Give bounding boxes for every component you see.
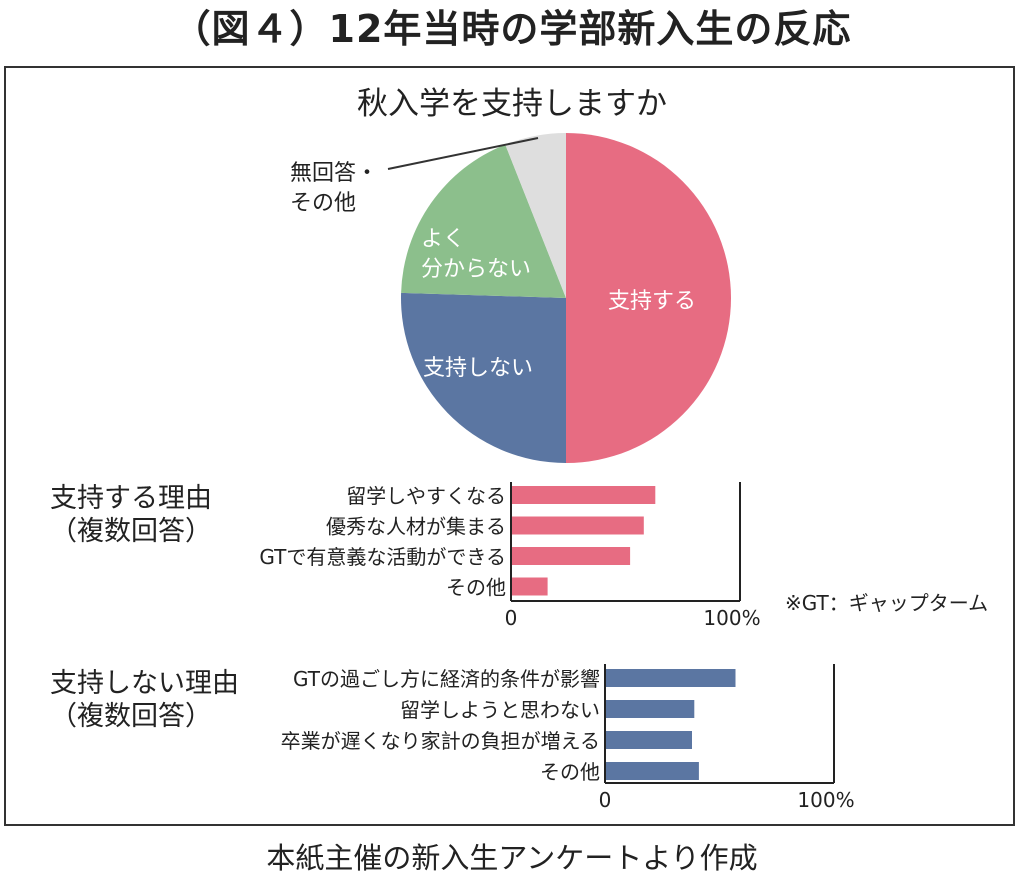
x-tick-label: 0 [505,606,518,630]
pie-title: 秋入学を支持しますか [357,86,667,122]
pie-slice [505,133,566,298]
bar-category-label: 留学しやすくなる [346,484,506,508]
bar-category-label: GTで有意義な活動ができる [259,545,506,569]
bar [605,731,692,749]
bar-panel-title: 支持しない理由（複数回答） [50,668,239,732]
pie-slice-label: 無回答・その他 [290,161,378,216]
pie-slice-label: よく分からない [421,227,531,282]
bar-category-label: 留学しようと思わない [400,698,600,722]
bar-category-label: その他 [540,760,600,784]
bar [605,669,736,687]
bar-category-label: 優秀な人材が集まる [326,515,506,539]
figure-title: （図４）12年当時の学部新入生の反応 [172,7,852,51]
bar-panel-title: 支持する理由（複数回答） [50,483,212,547]
pie-slice [566,133,731,463]
x-tick-label: 0 [599,788,612,812]
pie-slice [400,292,566,463]
x-tick-label: 100% [703,606,760,630]
bar [605,700,695,718]
source-note: 本紙主催の新入生アンケートより作成 [266,841,758,875]
pie-slice [401,144,566,298]
pie-leader-line [387,137,539,170]
x-tick-label: 100% [797,788,854,812]
pie-slice-label: 支持する [608,289,696,314]
bar [511,486,656,504]
bar [511,547,631,565]
pie-slice-label: 支持しない [423,356,533,381]
bar [605,762,699,780]
bar-category-label: その他 [446,576,506,600]
bar [511,577,548,596]
bar-category-label: 卒業が遅くなり家計の負担が増える [281,729,600,753]
bar-category-label: GTの過ごし方に経済的条件が影響 [293,667,600,691]
chart-frame [4,66,1015,826]
chart-note: ※GT：ギャップターム [785,591,988,615]
bar [511,516,644,535]
